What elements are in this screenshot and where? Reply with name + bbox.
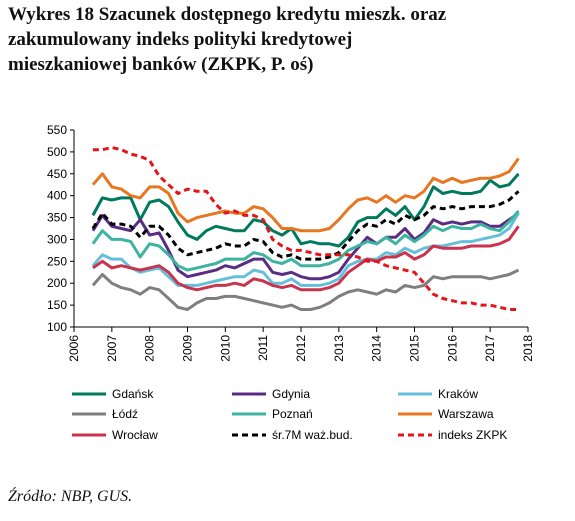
y-tick-label: 450 — [47, 167, 67, 181]
legend-label: indeks ZKPK — [438, 428, 507, 442]
series-line — [91, 212, 520, 287]
series-line — [91, 268, 520, 311]
y-tick-label: 500 — [47, 145, 67, 159]
y-tick-label: 300 — [47, 232, 67, 246]
x-tick-label: 2016 — [445, 335, 459, 362]
y-tick-label: 350 — [47, 211, 67, 225]
series-line — [91, 172, 520, 248]
source-note: Źródło: NBP, GUS. — [8, 488, 133, 505]
chart-series — [91, 146, 520, 311]
y-tick-label: 400 — [47, 189, 67, 203]
series-line — [91, 190, 520, 261]
legend-label: Warszawa — [438, 407, 494, 421]
x-tick-label: 2015 — [408, 335, 422, 362]
x-tick-label: 2009 — [181, 335, 195, 362]
y-tick-label: 250 — [47, 254, 67, 268]
chart-title: Wykres 18 Szacunek dostępnego kredytu mi… — [8, 2, 568, 77]
chart-title-line-1: Wykres 18 Szacunek dostępnego kredytu mi… — [8, 4, 447, 25]
y-tick-label: 550 — [47, 123, 67, 137]
series-line — [92, 225, 520, 292]
y-tick-label: 100 — [47, 320, 67, 334]
series-line — [92, 146, 519, 311]
legend-label: Poznań — [272, 407, 313, 421]
legend-label: Łódź — [112, 407, 138, 421]
chart-title-line-2: zakumulowany indeks polityki kredytowej — [8, 29, 353, 50]
chart-axes: 100 150 200 250 300 350 400 450 500 550 2006 2007 20… — [47, 123, 535, 362]
legend-label: Gdańsk — [112, 387, 154, 401]
legend-label: śr.7M waż.bud. — [272, 428, 353, 442]
chart-legend: Gdańsk Gdynia Kraków Łódź Poznań Warszawa Wroc… — [72, 387, 507, 442]
y-tick-label: 200 — [47, 276, 67, 290]
x-tick-label: 2008 — [143, 335, 157, 362]
x-tick-label: 2007 — [105, 335, 119, 362]
chart-title-line-3: mieszkaniowej banków (ZKPK, P. oś) — [8, 54, 314, 75]
x-tick-label: 2017 — [483, 335, 497, 362]
x-tick-label: 2006 — [67, 335, 81, 362]
x-tick-label: 2011 — [256, 335, 270, 361]
series-line — [91, 211, 520, 281]
y-tick-label: 150 — [47, 298, 67, 312]
x-tick-label: 2014 — [370, 335, 384, 362]
legend-label: Gdynia — [272, 387, 310, 401]
legend-label: Wrocław — [112, 428, 158, 442]
series-line — [91, 210, 520, 272]
x-tick-label: 2013 — [332, 335, 346, 362]
series-line — [91, 157, 520, 233]
legend-label: Kraków — [438, 387, 478, 401]
x-tick-label: 2010 — [218, 335, 232, 362]
x-tick-label: 2018 — [521, 335, 535, 362]
x-tick-label: 2012 — [294, 335, 308, 362]
